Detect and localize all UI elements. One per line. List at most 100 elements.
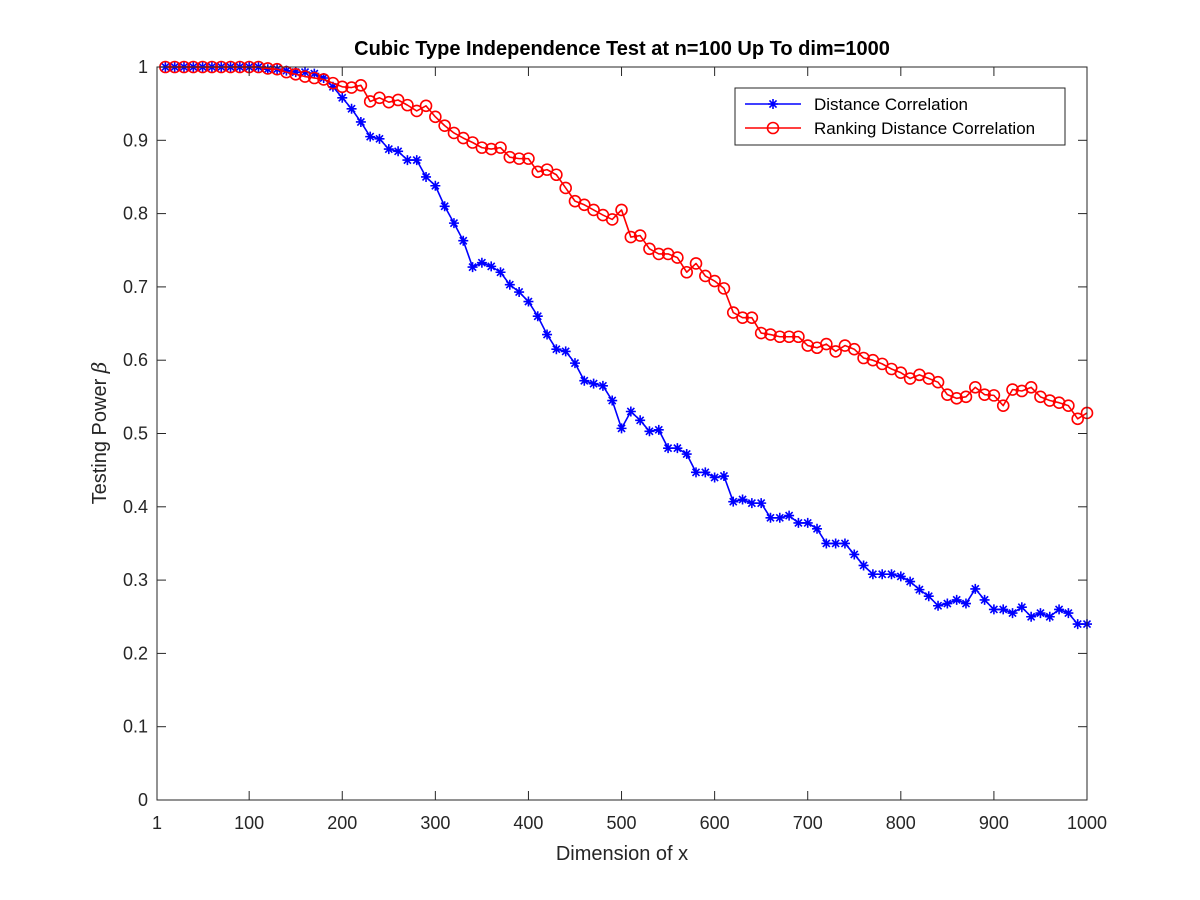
x-tick-label: 400 [513,813,543,833]
data-point-ranking-distance-correlation [345,81,358,94]
data-point-distance-correlation [1054,604,1065,615]
data-point-ranking-distance-correlation [801,339,815,352]
data-point-distance-correlation [988,604,999,615]
data-point-distance-correlation [532,311,543,322]
data-point-distance-correlation [365,131,376,142]
data-point-distance-correlation [1063,608,1074,619]
data-point-ranking-distance-correlation [996,399,1010,412]
data-point-distance-correlation [486,261,497,272]
data-point-distance-correlation [718,471,729,482]
data-point-ranking-distance-correlation [624,230,638,244]
data-point-distance-correlation [318,72,329,83]
legend-label-ranking-distance-correlation: Ranking Distance Correlation [814,119,1035,138]
data-point-ranking-distance-correlation [875,357,889,371]
y-tick-label: 0.1 [123,717,148,737]
data-point-distance-correlation [653,424,664,435]
data-point-distance-correlation [476,257,487,268]
legend-marker-ranking-distance-correlation [766,121,780,135]
y-axis-label: Testing Power β [87,362,111,505]
data-point-distance-correlation [933,600,944,611]
data-point-ranking-distance-correlation [959,390,973,404]
data-point-ranking-distance-correlation [773,330,787,344]
legend: Distance Correlation Ranking Distance Co… [734,87,1066,146]
data-point-ranking-distance-correlation [261,62,275,75]
data-point-ranking-distance-correlation [857,351,870,365]
data-point-distance-correlation [309,68,320,79]
data-point-distance-correlation [737,494,748,505]
data-point-distance-correlation [895,571,906,582]
data-point-distance-correlation [877,569,888,580]
data-point-distance-correlation [560,346,571,357]
data-point-distance-correlation [774,512,785,523]
data-point-ranking-distance-correlation [643,242,656,256]
x-tick-label: 300 [420,813,450,833]
data-point-distance-correlation [709,472,720,483]
data-point-distance-correlation [793,517,804,528]
data-point-distance-correlation [812,523,823,534]
data-point-distance-correlation [625,406,636,417]
data-point-ranking-distance-correlation [559,181,572,195]
data-point-distance-correlation [1035,608,1046,619]
data-point-distance-correlation [858,560,869,571]
data-point-distance-correlation [923,591,934,602]
data-point-ranking-distance-correlation [652,247,666,261]
data-point-distance-correlation [728,496,739,507]
data-point-distance-correlation [681,449,692,460]
x-tick-label: 200 [327,813,357,833]
data-point-distance-correlation [886,569,897,580]
data-point-distance-correlation [616,423,627,434]
data-point-ranking-distance-correlation [1006,383,1019,396]
data-point-ranking-distance-correlation [577,198,591,212]
data-point-distance-correlation [942,598,953,609]
data-point-distance-correlation [914,584,925,595]
data-point-ranking-distance-correlation [699,269,712,283]
data-point-distance-correlation [1026,611,1037,622]
x-tick-label: 800 [886,813,916,833]
data-point-ranking-distance-correlation [531,165,545,179]
data-point-distance-correlation [467,262,478,273]
data-point-ranking-distance-correlation [475,141,489,154]
data-point-distance-correlation [514,287,525,298]
data-point-ranking-distance-correlation [792,330,805,344]
data-point-ranking-distance-correlation [503,150,517,164]
data-point-ranking-distance-correlation [820,337,833,351]
data-point-distance-correlation [849,549,860,560]
data-point-distance-correlation [504,279,515,290]
y-tick-label: 0.9 [123,130,148,150]
data-point-ranking-distance-correlation [298,70,312,83]
data-point-distance-correlation [411,155,422,166]
legend-marker-distance-correlation [768,99,778,109]
data-point-distance-correlation [839,538,850,549]
x-tick-label: 100 [234,813,264,833]
data-point-distance-correlation [607,395,618,406]
data-point-distance-correlation [551,344,562,355]
data-point-distance-correlation [905,576,916,587]
data-point-ranking-distance-correlation [680,265,693,279]
data-point-distance-correlation [951,594,962,605]
data-point-distance-correlation [355,116,366,127]
data-point-ranking-distance-correlation [605,213,619,226]
data-point-ranking-distance-correlation [931,375,945,389]
y-tick-label: 0.6 [123,350,148,370]
data-point-ranking-distance-correlation [764,328,777,341]
data-point-ranking-distance-correlation [522,152,535,165]
data-point-distance-correlation [281,65,292,76]
data-point-ranking-distance-correlation [335,80,349,94]
legend-box [734,87,1066,146]
data-point-distance-correlation [458,235,469,246]
data-point-distance-correlation [867,569,878,580]
data-point-ranking-distance-correlation [615,203,628,217]
data-point-ranking-distance-correlation [289,68,303,81]
data-point-ranking-distance-correlation [466,136,479,149]
data-point-distance-correlation [784,510,795,521]
data-point-ranking-distance-correlation [419,99,433,113]
data-point-distance-correlation [765,512,776,523]
data-point-ranking-distance-correlation [708,274,721,288]
x-tick-label: 700 [793,813,823,833]
data-point-distance-correlation [979,594,990,605]
data-point-distance-correlation [1007,608,1018,619]
data-point-distance-correlation [300,67,311,78]
y-tick-label: 1 [138,57,148,77]
data-point-ranking-distance-correlation [382,95,396,109]
